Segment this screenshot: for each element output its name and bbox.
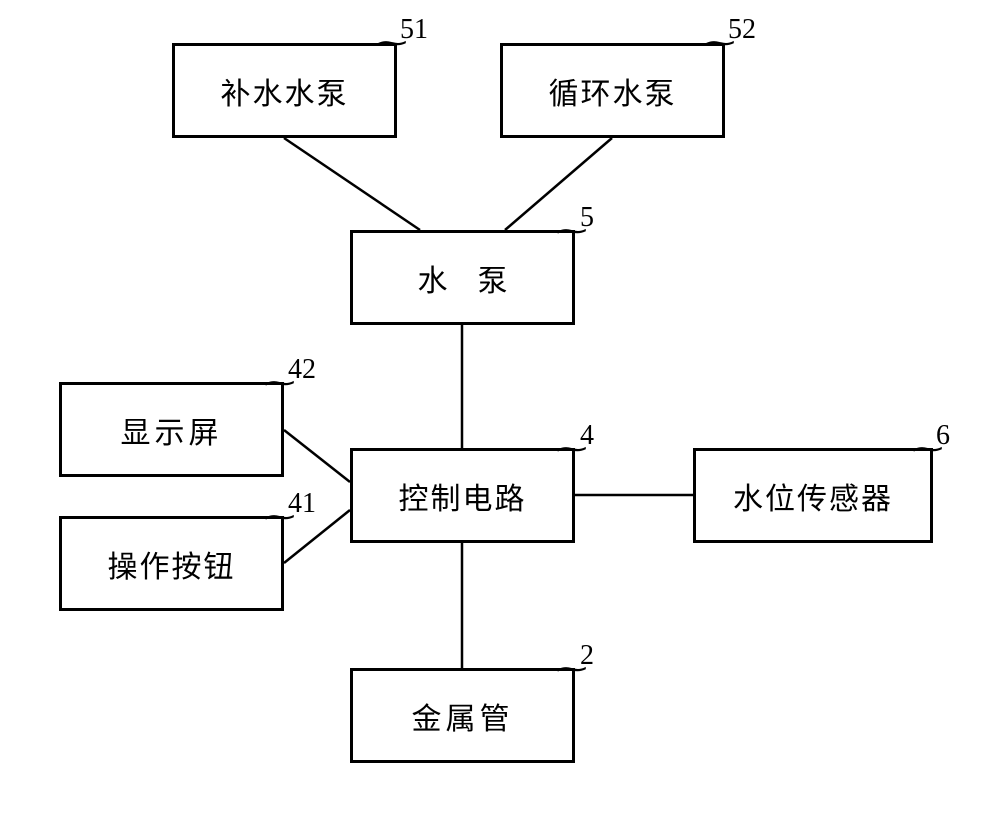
leadline-tilde: ∼: [701, 26, 739, 60]
leadline-tilde: ∼: [553, 214, 591, 248]
node-label: 控制电路: [399, 474, 527, 518]
node-metal-tube: 金属管: [350, 668, 575, 763]
node-operation-button: 操作按钮: [59, 516, 284, 611]
diagram-canvas: 补水水泵 循环水泵 水 泵 显示屏 操作按钮 控制电路 水位传感器 金属管 51…: [0, 0, 1000, 822]
node-label: 水 泵: [418, 256, 508, 300]
node-control-circuit: 控制电路: [350, 448, 575, 543]
node-label: 操作按钮: [108, 542, 236, 586]
leadline-tilde: ∼: [553, 652, 591, 686]
leadline-tilde: ∼: [909, 432, 947, 466]
node-water-level-sensor: 水位传感器: [693, 448, 933, 543]
leadline-tilde: ∼: [261, 500, 299, 534]
node-label: 显示屏: [121, 408, 223, 452]
node-label: 补水水泵: [221, 69, 349, 113]
node-label: 金属管: [412, 694, 514, 738]
node-circulation-water-pump: 循环水泵: [500, 43, 725, 138]
node-makeup-water-pump: 补水水泵: [172, 43, 397, 138]
node-label: 循环水泵: [549, 69, 677, 113]
node-display-screen: 显示屏: [59, 382, 284, 477]
leadline-tilde: ∼: [373, 26, 411, 60]
node-label: 水位传感器: [733, 474, 893, 518]
leadline-tilde: ∼: [553, 432, 591, 466]
leadline-tilde: ∼: [261, 366, 299, 400]
node-water-pump: 水 泵: [350, 230, 575, 325]
